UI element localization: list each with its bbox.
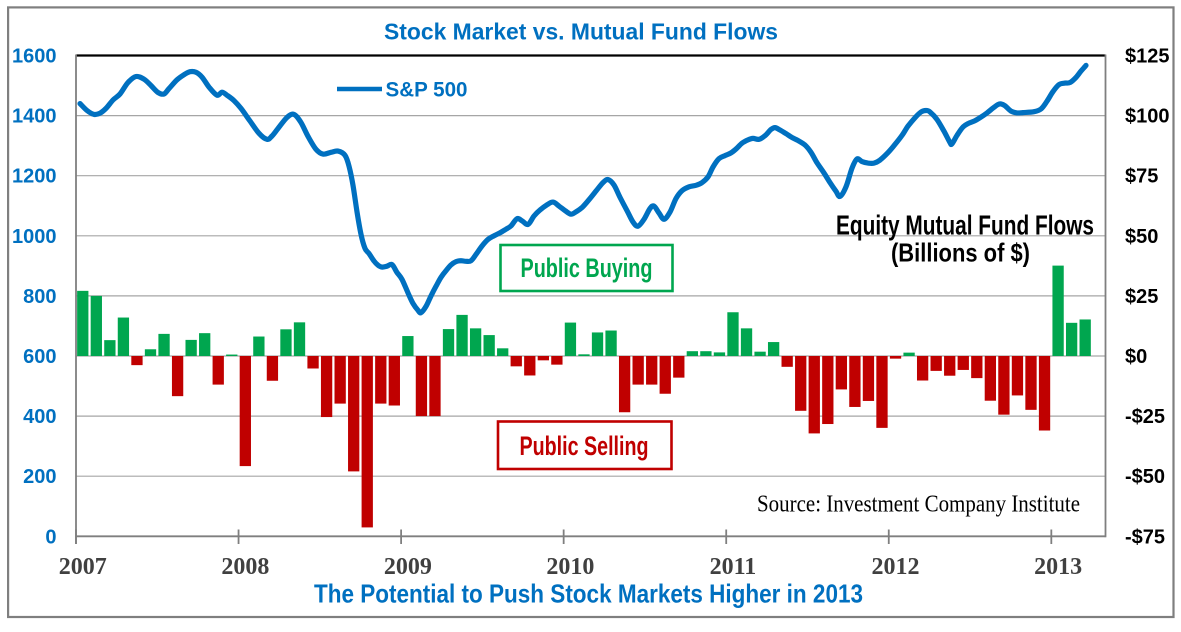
svg-text:Equity Mutual Fund Flows: Equity Mutual Fund Flows xyxy=(836,210,1094,241)
svg-text:$0: $0 xyxy=(1125,346,1147,368)
svg-text:S&P 500: S&P 500 xyxy=(386,78,468,101)
svg-text:800: 800 xyxy=(23,286,56,308)
svg-text:-$50: -$50 xyxy=(1125,466,1165,488)
svg-text:-$25: -$25 xyxy=(1125,406,1165,428)
svg-text:$50: $50 xyxy=(1125,226,1158,248)
svg-text:$75: $75 xyxy=(1125,166,1158,188)
svg-text:$125: $125 xyxy=(1125,46,1170,68)
svg-text:2010: 2010 xyxy=(546,554,594,580)
svg-text:0: 0 xyxy=(45,526,56,548)
svg-text:$25: $25 xyxy=(1125,286,1158,308)
svg-text:2008: 2008 xyxy=(221,554,269,580)
svg-text:Source: Investment Company Ins: Source: Investment Company Institute xyxy=(757,492,1080,518)
svg-text:$100: $100 xyxy=(1125,106,1170,128)
svg-text:Public Selling: Public Selling xyxy=(520,431,649,461)
svg-text:1000: 1000 xyxy=(12,226,57,248)
svg-text:2009: 2009 xyxy=(384,554,432,580)
svg-text:2011: 2011 xyxy=(710,554,757,580)
svg-text:Public Buying: Public Buying xyxy=(521,253,653,283)
svg-text:2013: 2013 xyxy=(1034,554,1082,580)
svg-text:The Potential to Push Stock Ma: The Potential to Push Stock Markets High… xyxy=(314,579,863,609)
svg-text:-$75: -$75 xyxy=(1125,526,1165,548)
svg-text:1200: 1200 xyxy=(12,166,57,188)
svg-text:Stock Market vs. Mutual Fund F: Stock Market vs. Mutual Fund Flows xyxy=(384,19,778,45)
svg-text:1600: 1600 xyxy=(12,46,57,68)
svg-text:(Billions of $): (Billions of $) xyxy=(891,238,1030,268)
svg-text:600: 600 xyxy=(23,346,56,368)
svg-text:2012: 2012 xyxy=(872,554,920,580)
svg-text:200: 200 xyxy=(23,466,56,488)
svg-text:1400: 1400 xyxy=(12,106,57,128)
svg-text:400: 400 xyxy=(23,406,56,428)
svg-text:2007: 2007 xyxy=(59,554,107,580)
